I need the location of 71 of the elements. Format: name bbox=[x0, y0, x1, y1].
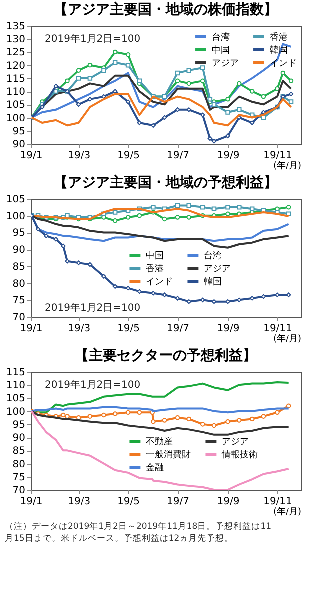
annotation: 2019年1月2日=100 bbox=[45, 302, 141, 314]
legend-label: インド bbox=[146, 278, 174, 288]
legend-label: 中国 bbox=[146, 250, 164, 262]
y-tick-label: 110 bbox=[6, 380, 26, 392]
y-tick-label: 110 bbox=[6, 87, 26, 98]
y-tick-label: 85 bbox=[12, 446, 26, 458]
y-tick-label: 120 bbox=[6, 60, 26, 72]
x-tick-label: 19/7 bbox=[167, 150, 190, 162]
y-tick-label: 75 bbox=[12, 296, 26, 307]
y-tick-label: 100 bbox=[6, 211, 26, 222]
y-tick-label: 115 bbox=[6, 368, 26, 378]
annotation: 2019年1月2日=100 bbox=[45, 33, 141, 45]
x-tick-label: 19/7 bbox=[167, 496, 190, 508]
chart-title: 【アジア主要国・地域の株価指数】 bbox=[54, 1, 278, 18]
x-tick-label: 19/5 bbox=[118, 324, 140, 334]
x-tick-label: 19/11 bbox=[264, 496, 292, 508]
y-tick-label: 105 bbox=[6, 194, 26, 206]
y-tick-label: 105 bbox=[6, 100, 26, 112]
legend-label: 韓国 bbox=[204, 276, 222, 288]
x-tick-label: 19/7 bbox=[167, 324, 190, 334]
x-tick-label: 19/9 bbox=[217, 496, 240, 508]
legend-label: 情報技術 bbox=[221, 450, 258, 461]
chart-title: 【主要セクターの予想利益】 bbox=[75, 347, 257, 364]
x-axis-title: (年/月) bbox=[273, 334, 302, 344]
y-tick-label: 85 bbox=[12, 262, 26, 273]
x-axis-title: (年/月) bbox=[273, 506, 302, 518]
x-tick-label: 19/11 bbox=[264, 324, 292, 334]
legend-label: 香港 bbox=[146, 264, 164, 275]
x-tick-label: 19/11 bbox=[264, 150, 292, 162]
y-tick-label: 70 bbox=[12, 312, 26, 324]
y-tick-label: 90 bbox=[12, 433, 26, 444]
x-tick-label: 19/5 bbox=[118, 496, 140, 508]
y-tick-label: 90 bbox=[12, 140, 26, 150]
y-tick-label: 80 bbox=[12, 278, 26, 290]
x-tick-label: 19/9 bbox=[217, 150, 240, 162]
x-axis-title: (年/月) bbox=[273, 160, 302, 172]
y-tick-label: 100 bbox=[6, 113, 26, 124]
y-tick-label: 135 bbox=[6, 22, 26, 32]
x-tick-label: 19/3 bbox=[68, 496, 91, 508]
x-tick-label: 19/1 bbox=[20, 324, 43, 334]
chart-title: 【アジア主要国・地域の予想利益】 bbox=[54, 174, 278, 191]
legend-label: 不動産 bbox=[146, 436, 174, 448]
y-tick-label: 80 bbox=[12, 459, 26, 470]
legend-label: アジア bbox=[222, 438, 250, 448]
y-tick-label: 95 bbox=[12, 228, 26, 240]
x-tick-label: 19/5 bbox=[118, 150, 140, 162]
x-tick-label: 19/3 bbox=[68, 150, 91, 162]
y-tick-label: 70 bbox=[12, 486, 26, 496]
y-tick-label: 95 bbox=[12, 126, 26, 138]
legend-label: 台湾 bbox=[212, 32, 230, 43]
y-tick-label: 75 bbox=[12, 472, 26, 484]
x-tick-label: 19/3 bbox=[68, 324, 91, 334]
legend-label: 金融 bbox=[146, 462, 164, 474]
y-tick-label: 115 bbox=[6, 74, 26, 85]
legend-label: 中国 bbox=[212, 45, 230, 56]
y-tick-label: 95 bbox=[12, 420, 26, 431]
y-tick-label: 105 bbox=[6, 394, 26, 405]
x-tick-label: 19/9 bbox=[217, 324, 240, 334]
legend-label: 台湾 bbox=[204, 250, 222, 262]
y-tick-label: 100 bbox=[6, 406, 26, 418]
legend-label: アジア bbox=[204, 264, 232, 275]
x-tick-label: 19/1 bbox=[20, 150, 43, 162]
annotation: 2019年1月2日=100 bbox=[45, 379, 141, 391]
legend-label: 香港 bbox=[270, 32, 288, 43]
y-tick-label: 125 bbox=[6, 48, 26, 59]
legend-label: 一般消費財 bbox=[146, 450, 192, 461]
x-tick-label: 19/1 bbox=[20, 496, 43, 508]
y-tick-label: 130 bbox=[6, 34, 26, 46]
y-tick-label: 90 bbox=[12, 245, 26, 256]
legend-label: アジア bbox=[212, 59, 239, 69]
text: （注）データは2019年1月2日～2019年11月18日。予想利益は11月15日まで。米ドルベース。予想利益は12ヵ月先予想。 bbox=[5, 521, 272, 544]
